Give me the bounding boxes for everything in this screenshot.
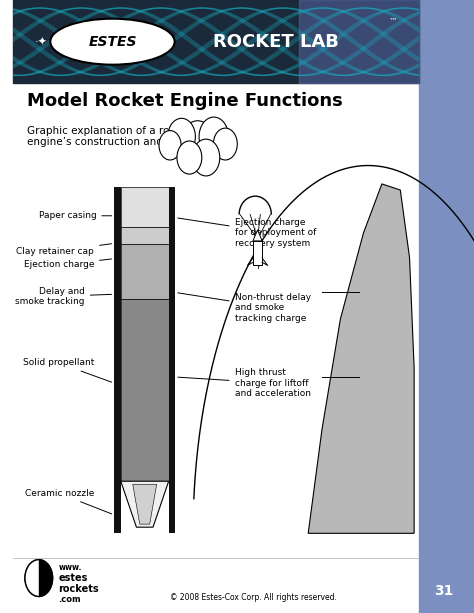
Polygon shape xyxy=(308,184,414,533)
Circle shape xyxy=(168,118,195,155)
Bar xyxy=(121,227,169,244)
Text: Solid propellant: Solid propellant xyxy=(23,359,112,382)
Circle shape xyxy=(180,121,215,167)
Text: Model Rocket Engine Functions: Model Rocket Engine Functions xyxy=(27,92,343,110)
Text: Paper casing: Paper casing xyxy=(38,211,111,220)
Ellipse shape xyxy=(50,18,174,65)
Bar xyxy=(13,0,419,83)
Text: © 2008 Estes-Cox Corp. All rights reserved.: © 2008 Estes-Cox Corp. All rights reserv… xyxy=(170,593,337,602)
Circle shape xyxy=(159,131,181,160)
Wedge shape xyxy=(25,560,39,596)
Circle shape xyxy=(192,139,220,176)
Polygon shape xyxy=(133,484,157,524)
Text: ESTES: ESTES xyxy=(88,35,137,48)
Text: estes: estes xyxy=(59,573,88,583)
Text: Ceramic nozzle: Ceramic nozzle xyxy=(25,489,112,514)
Text: High thrust
charge for liftoff
and acceleration: High thrust charge for liftoff and accel… xyxy=(178,368,310,398)
Text: ™: ™ xyxy=(389,17,398,26)
Text: Graphic explanation of a rocket
engine’s construction and functions: Graphic explanation of a rocket engine’s… xyxy=(27,126,215,147)
Bar xyxy=(121,187,169,227)
Bar xyxy=(299,0,419,83)
Bar xyxy=(121,299,169,481)
Text: Clay retainer cap: Clay retainer cap xyxy=(16,244,111,256)
Circle shape xyxy=(25,560,53,596)
Bar xyxy=(169,187,175,533)
Polygon shape xyxy=(253,230,262,241)
Text: 31: 31 xyxy=(434,584,454,598)
Text: Ejection charge
for deployment of
recovery system: Ejection charge for deployment of recove… xyxy=(178,218,316,248)
Bar xyxy=(121,244,169,299)
Bar xyxy=(253,241,262,265)
Text: www.: www. xyxy=(59,563,82,572)
Bar xyxy=(419,0,474,613)
Bar xyxy=(114,187,121,533)
Text: Ejection charge: Ejection charge xyxy=(24,259,111,269)
Text: ·✦: ·✦ xyxy=(35,37,47,47)
Text: .com: .com xyxy=(59,595,81,604)
Text: Delay and
smoke tracking: Delay and smoke tracking xyxy=(15,287,111,306)
Text: rockets: rockets xyxy=(59,584,99,594)
Circle shape xyxy=(199,117,228,156)
Circle shape xyxy=(213,128,237,160)
Text: ROCKET LAB: ROCKET LAB xyxy=(213,32,339,51)
Circle shape xyxy=(177,141,202,174)
Text: Non-thrust delay
and smoke
tracking charge: Non-thrust delay and smoke tracking char… xyxy=(178,293,310,322)
Polygon shape xyxy=(121,481,169,527)
